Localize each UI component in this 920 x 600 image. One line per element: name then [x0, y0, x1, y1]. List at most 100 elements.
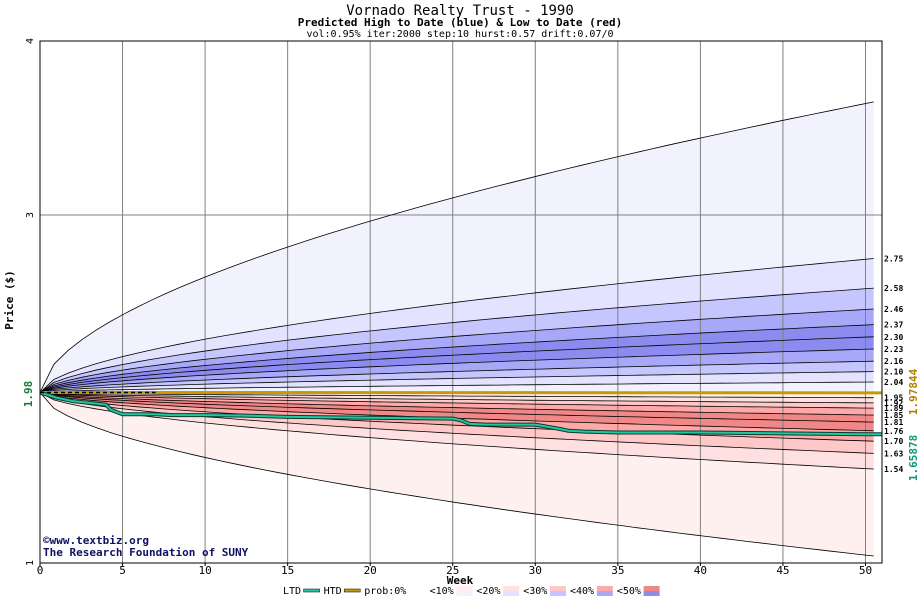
- band-label-12: 1.89: [884, 404, 903, 413]
- band-line-0: [39, 101, 874, 393]
- band-label-15: 1.76: [884, 427, 903, 436]
- last-low-label: 1.65878: [907, 435, 920, 481]
- legend-swatch-top-7: [643, 586, 660, 591]
- y-tick-label-1: 1: [25, 560, 36, 566]
- chart-params: vol:0.95% iter:2000 step:10 hurst:0.57 d…: [306, 29, 613, 40]
- high-band-0: [40, 101, 874, 393]
- low-band-5: [40, 392, 874, 431]
- legend-swatch-bottom-2: [409, 591, 426, 596]
- x-tick-label-20: 20: [364, 564, 377, 577]
- band-line-11: [39, 392, 874, 404]
- low-band-6: [40, 392, 874, 442]
- band-line-18: [39, 392, 874, 470]
- probability-bands: [40, 101, 874, 556]
- low-band-2: [40, 392, 874, 409]
- legend-swatch-bottom-6: [596, 591, 613, 596]
- band-end-labels: 2.75 2.58 2.46 2.37 2.30 2.23 2.16 2.102.04 1.95…: [884, 255, 903, 475]
- legend-label-3: <10%: [430, 586, 454, 597]
- x-tick-label-0: 0: [37, 564, 44, 577]
- band-label-6: 2.23: [884, 345, 903, 354]
- low-band-8: [40, 392, 874, 469]
- high-band-5: [40, 336, 874, 393]
- legend-swatch-0: [303, 588, 320, 593]
- last-high-label: 1.97844: [907, 368, 920, 415]
- x-tick-label-50: 50: [859, 564, 872, 577]
- band-label-11: 1.92: [884, 399, 903, 408]
- band-label-1: 2.75: [884, 255, 903, 264]
- band-line-16: [39, 392, 874, 442]
- low-band-7: [40, 392, 874, 454]
- high-band-2: [40, 288, 874, 393]
- legend-swatch-top-6: [596, 586, 613, 591]
- x-axis-label: Week: [447, 574, 474, 587]
- high-band-4: [40, 324, 874, 393]
- legend-swatch-top-4: [503, 586, 520, 591]
- x-tick-label-10: 10: [198, 564, 211, 577]
- band-label-2: 2.58: [884, 284, 903, 293]
- high-band-6: [40, 349, 874, 393]
- band-line-19: [39, 392, 874, 557]
- band-label-4: 2.37: [884, 321, 903, 330]
- legend-label-6: <40%: [570, 586, 594, 597]
- high-band-1: [40, 258, 874, 393]
- x-tick-label-15: 15: [281, 564, 294, 577]
- band-label-17: 1.63: [884, 449, 903, 458]
- legend-label-1: HTD: [324, 586, 342, 597]
- high-band-7: [40, 361, 874, 393]
- band-label-16: 1.70: [884, 437, 903, 446]
- legend-label-5: <30%: [523, 586, 547, 597]
- legend-swatch-top-2: [409, 586, 426, 591]
- ltd-line: [39, 391, 882, 436]
- band-line-6: [39, 348, 874, 393]
- band-line-8: [39, 371, 874, 393]
- legend-label-7: <50%: [617, 586, 641, 597]
- legend-swatch-bottom-3: [456, 591, 473, 596]
- y-tick-label-3: 3: [25, 212, 36, 218]
- band-line-10: [39, 392, 874, 399]
- high-band-9: [40, 382, 874, 393]
- band-line-1: [39, 258, 874, 393]
- band-line-5: [39, 336, 874, 393]
- watermark-url: ©www.textbiz.org: [43, 534, 149, 547]
- band-line-2: [39, 287, 874, 393]
- y-tick-label-4: 4: [25, 38, 36, 44]
- legend-swatch-top-5: [550, 586, 566, 591]
- legend-label-4: <20%: [476, 586, 500, 597]
- band-label-5: 2.30: [884, 333, 903, 342]
- legend-label-2: prob:0%: [364, 586, 406, 597]
- band-label-9: 2.04: [884, 378, 903, 387]
- watermark-org: The Research Foundation of SUNY: [43, 546, 249, 559]
- band-line-12: [39, 392, 874, 409]
- band-label-18: 1.54: [884, 465, 903, 474]
- legend-label-0: LTD: [283, 586, 301, 597]
- band-line-13: [39, 392, 874, 416]
- band-line-14: [39, 392, 874, 423]
- band-label-13: 1.85: [884, 411, 903, 420]
- low-band-9: [40, 392, 874, 556]
- legend-swatch-1: [343, 588, 361, 593]
- band-label-7: 2.16: [884, 357, 903, 366]
- x-tick-label-40: 40: [694, 564, 707, 577]
- band-label-14: 1.81: [884, 418, 903, 427]
- band-label-3: 2.46: [884, 305, 903, 314]
- chart-subtitle: Predicted High to Date (blue) & Low to D…: [298, 16, 623, 29]
- band-boundary-lines: [39, 101, 874, 557]
- legend-swatch-bottom-5: [550, 591, 566, 596]
- band-label-10: 1.95: [884, 394, 903, 403]
- x-tick-label-35: 35: [611, 564, 624, 577]
- x-tick-label-25: 25: [446, 564, 459, 577]
- x-tick-label-5: 5: [119, 564, 126, 577]
- grid-lines: [39, 40, 882, 564]
- legend-swatch-top-3: [456, 586, 473, 591]
- x-tick-label-45: 45: [776, 564, 789, 577]
- legend-swatch-bottom-7: [643, 591, 660, 596]
- low-band-4: [40, 392, 874, 423]
- axes: 0 5 10 15 20 25 30 35 40 45 50 1 3 4: [25, 38, 883, 577]
- band-label-8: 2.10: [884, 368, 903, 377]
- high-band-3: [40, 309, 874, 393]
- band-line-4: [39, 324, 874, 393]
- legend-swatch-bottom-4: [503, 591, 520, 596]
- band-line-9: [39, 381, 874, 393]
- high-band-8: [40, 371, 874, 393]
